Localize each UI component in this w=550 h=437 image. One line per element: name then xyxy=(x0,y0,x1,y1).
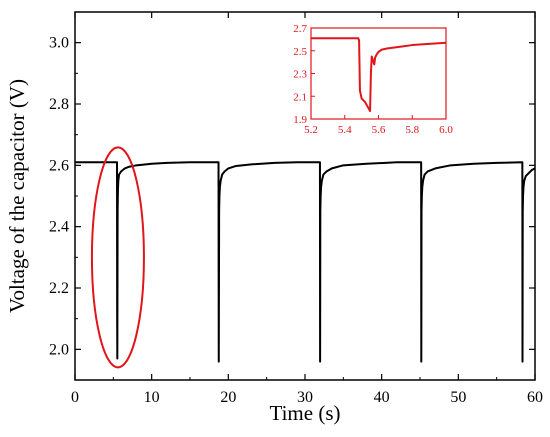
inset-y-tick-label: 2.3 xyxy=(293,69,307,81)
inset-y-tick-label: 2.7 xyxy=(293,23,307,35)
y-axis-title: Voltage of the capacitor (V) xyxy=(5,79,29,313)
x-tick-label: 20 xyxy=(220,389,236,406)
inset-y-tick-label: 1.9 xyxy=(293,114,307,126)
x-tick-label: 10 xyxy=(144,389,160,406)
y-tick-label: 2.4 xyxy=(49,219,69,236)
x-tick-label: 0 xyxy=(71,389,79,406)
main-series-line xyxy=(75,161,536,363)
x-tick-label: 30 xyxy=(297,389,313,406)
main-series-group xyxy=(75,161,536,363)
inset-plot-frame xyxy=(310,27,447,120)
inset-y-tick-label: 2.5 xyxy=(293,46,307,58)
x-tick-label: 40 xyxy=(374,389,390,406)
inset-x-tick-label: 5.6 xyxy=(372,124,386,136)
inset-x-tick-label: 5.8 xyxy=(405,124,419,136)
y-tick-label: 2.0 xyxy=(49,341,69,358)
inset-x-tick-label: 5.4 xyxy=(338,124,352,136)
main-ticks: 0 10 20 30 40 50 60 2.0 2.2 2.4 2.6 2.8 3.0 xyxy=(49,12,543,406)
x-tick-label: 50 xyxy=(450,389,466,406)
inset-series-line xyxy=(311,37,447,113)
y-tick-label: 2.8 xyxy=(49,96,69,113)
y-tick-label: 2.2 xyxy=(49,280,69,297)
y-tick-label: 2.6 xyxy=(49,157,69,174)
x-tick-label: 60 xyxy=(527,389,543,406)
y-tick-label: 3.0 xyxy=(49,35,69,52)
inset-y-tick-label: 2.1 xyxy=(293,91,307,103)
inset-series-group xyxy=(311,37,447,113)
inset-x-tick-label: 5.2 xyxy=(304,124,318,136)
highlight-ellipse xyxy=(90,146,145,369)
x-axis-title: Time (s) xyxy=(270,401,341,425)
inset-ticks: 5.2 5.4 5.6 5.8 6.0 1.9 2.1 2.3 2.5 2.7 xyxy=(293,23,453,136)
inset-x-tick-label: 6.0 xyxy=(439,124,453,136)
